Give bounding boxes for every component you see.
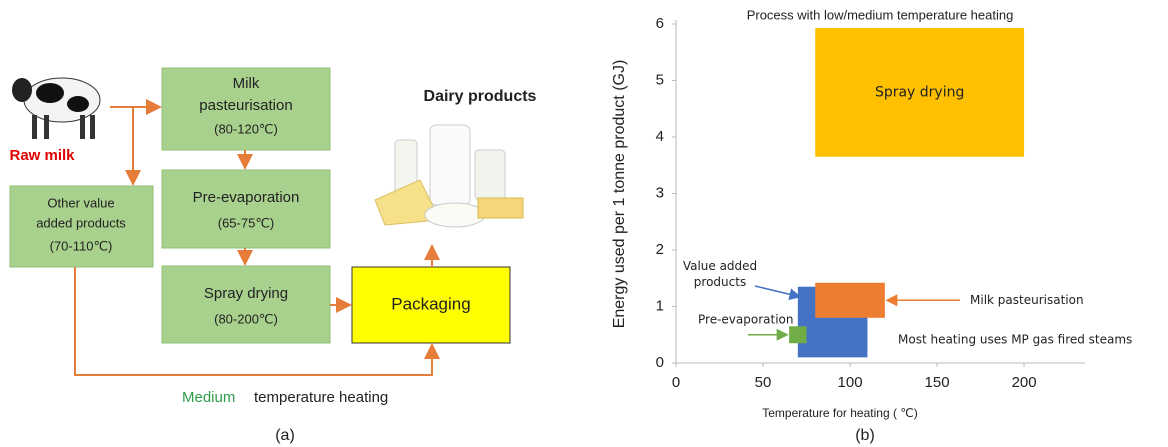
x-tick-label: 0 (672, 374, 680, 391)
series-label: Value added products (670, 258, 770, 290)
x-axis-title: Temperature for heating ( ℃) (762, 406, 918, 420)
figure: Raw milk Milk pasteurisation (80-120℃) P… (0, 0, 1168, 447)
range-box (815, 283, 885, 318)
x-tick-label: 50 (755, 374, 772, 391)
y-axis-title: Energy used per 1 tonne product (GJ) (611, 60, 628, 329)
y-tick-label: 3 (656, 184, 664, 201)
x-tick-label: 100 (838, 374, 863, 391)
chart-title: Process with low/medium temperature heat… (747, 7, 1014, 22)
box-text: pasteurisation (199, 97, 292, 114)
panel-b: Process with low/medium temperature heat… (611, 7, 1132, 444)
footer-highlight: Medium (182, 389, 235, 406)
box-range: (80-120℃) (214, 121, 278, 136)
box-text: Milk (233, 75, 260, 92)
box-text: Other value (47, 195, 114, 210)
annotation: Most heating uses MP gas fired steams (898, 333, 1132, 347)
y-tick-label: 5 (656, 71, 664, 88)
box-text: Packaging (391, 294, 470, 313)
cow-icon (12, 78, 100, 139)
series-label: Pre-evaporation (698, 312, 793, 326)
box-range: (65-75℃) (218, 215, 275, 230)
range-box (789, 326, 806, 343)
x-tick-label: 200 (1012, 374, 1037, 391)
box-text: Spray drying (204, 285, 288, 302)
x-tick-label: 150 (925, 374, 950, 391)
box-text: Pre-evaporation (193, 189, 300, 206)
series-label-box: Value added products (670, 258, 770, 298)
y-tick-label: 0 (656, 354, 664, 371)
series-label: Spray drying (875, 84, 964, 100)
panel-a: Raw milk Milk pasteurisation (80-120℃) P… (9, 68, 536, 444)
raw-milk-label: Raw milk (9, 147, 75, 164)
y-tick-label: 4 (656, 128, 664, 145)
dairy-label: Dairy products (424, 88, 537, 105)
panel-label: (a) (275, 427, 295, 444)
footer-text: temperature heating (254, 389, 388, 406)
dairy-icon (375, 125, 523, 227)
box-text: added products (36, 215, 126, 230)
y-tick-label: 2 (656, 241, 664, 258)
y-tick-label: 6 (656, 15, 664, 32)
process-box (162, 170, 330, 248)
process-box (162, 266, 330, 343)
series-label: Milk pasteurisation (970, 293, 1084, 307)
box-range: (70-110℃) (50, 238, 113, 253)
panel-label: (b) (855, 427, 875, 444)
box-range: (80-200℃) (214, 311, 278, 326)
y-tick-label: 1 (656, 297, 664, 314)
